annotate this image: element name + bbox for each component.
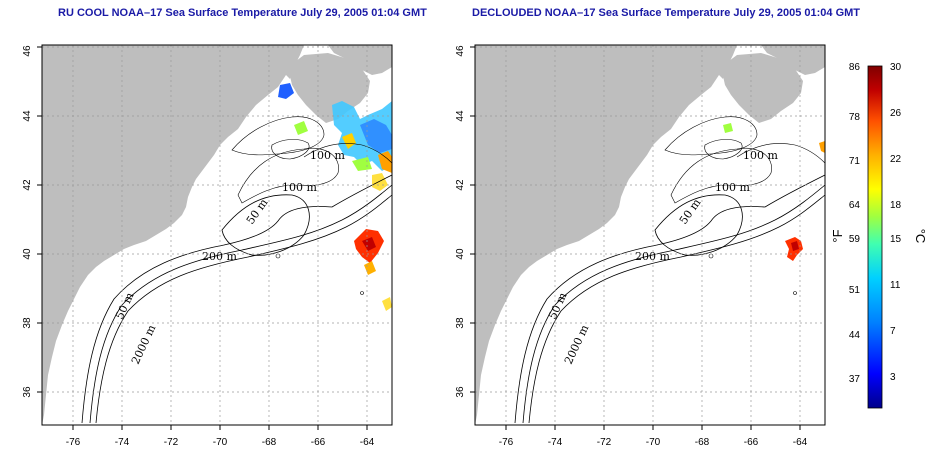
colorbar-f-label: 71 (849, 156, 861, 167)
colorbar-c-label: 7 (890, 326, 896, 337)
left-y-tick: 46 (22, 45, 33, 57)
colorbar-c-label: 30 (890, 62, 902, 73)
right-x-tick: -74 (548, 437, 563, 448)
right-y-tick: 44 (455, 110, 466, 122)
colorbar-c-label: 26 (890, 108, 902, 119)
left-contour-label-100m-south: 100 m (282, 181, 317, 194)
right-frame (474, 44, 826, 426)
colorbar-f-label: 59 (849, 234, 861, 245)
right-y-tick: 38 (455, 317, 466, 329)
colorbar-f-label: 86 (849, 62, 861, 73)
colorbar: 86 78 71 64 59 51 44 37 30 26 22 18 15 1… (830, 62, 928, 409)
right-x-tick: -64 (793, 437, 808, 448)
left-y-tick: 38 (22, 317, 33, 329)
left-y-tick: 44 (22, 110, 33, 122)
left-x-tick: -74 (115, 437, 130, 448)
right-y-tick: 36 (455, 386, 466, 398)
colorbar-f-label: 64 (849, 200, 861, 211)
colorbar-gradient (867, 65, 883, 409)
colorbar-c-label: 15 (890, 234, 902, 245)
colorbar-f-label: 44 (849, 330, 861, 341)
right-map-panel: 100 m 100 m 50 m 200 m 50 m 2000 m -76 -… (455, 44, 826, 448)
right-x-tick: -72 (597, 437, 612, 448)
right-x-tick: -76 (499, 437, 514, 448)
colorbar-c-label: 11 (890, 280, 901, 291)
left-frame (41, 44, 393, 426)
colorbar-c-label: 22 (890, 154, 902, 165)
right-y-tick: 40 (455, 248, 466, 260)
left-x-tick: -66 (311, 437, 326, 448)
left-contour-label-100m-north: 100 m (310, 149, 345, 162)
colorbar-f-label: 37 (849, 374, 861, 385)
right-x-tick: -66 (744, 437, 759, 448)
left-y-tick: 36 (22, 386, 33, 398)
left-x-tick: -68 (262, 437, 277, 448)
right-contour-label-100m-south: 100 m (715, 181, 750, 194)
colorbar-f-label: 51 (849, 285, 861, 296)
colorbar-c-label: 18 (890, 200, 902, 211)
right-x-tick: -68 (695, 437, 710, 448)
left-sst-patches (278, 83, 392, 311)
left-x-tick: -70 (213, 437, 228, 448)
colorbar-c-label: 3 (890, 372, 896, 383)
colorbar-celsius-unit: °C (913, 229, 928, 244)
colorbar-fahrenheit-unit: °F (830, 229, 845, 242)
right-sst-patches (723, 123, 825, 261)
left-grid (42, 45, 392, 425)
right-grid (475, 45, 825, 425)
left-x-tick: -76 (66, 437, 81, 448)
left-panel-title: RU COOL NOAA–17 Sea Surface Temperature … (58, 7, 427, 19)
left-y-tick: 42 (22, 179, 33, 191)
left-x-tick: -64 (360, 437, 375, 448)
right-y-tick: 42 (455, 179, 466, 191)
right-panel-title: DECLOUDED NOAA–17 Sea Surface Temperatur… (472, 7, 861, 19)
left-map-panel: 100 m 100 m 50 m 200 m 50 m 2000 m -76 (22, 44, 393, 448)
right-y-tick: 46 (455, 45, 466, 57)
right-contour-label-100m-north: 100 m (743, 149, 778, 162)
left-x-tick: -72 (164, 437, 179, 448)
left-y-tick: 40 (22, 248, 33, 260)
right-x-tick: -70 (646, 437, 661, 448)
colorbar-f-label: 78 (849, 112, 861, 123)
